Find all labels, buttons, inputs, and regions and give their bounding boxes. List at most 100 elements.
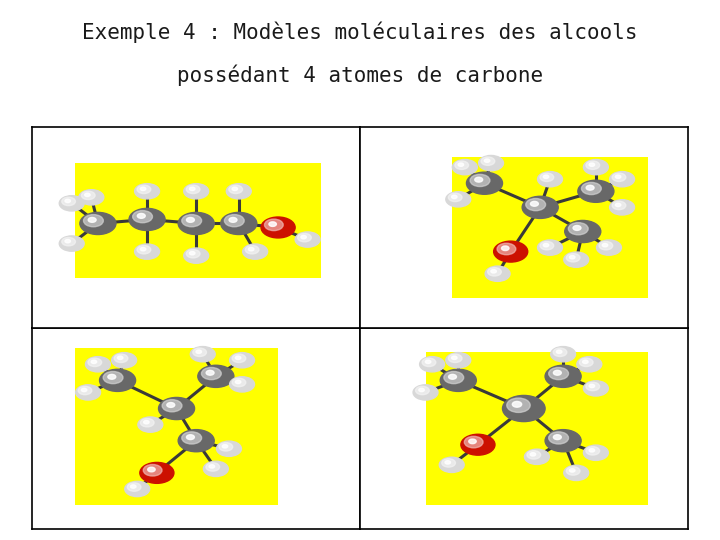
Circle shape [549,368,569,380]
Circle shape [445,461,451,464]
Circle shape [140,247,146,251]
Circle shape [88,358,102,367]
Circle shape [140,462,174,483]
Circle shape [545,430,581,452]
Circle shape [580,358,593,367]
Circle shape [544,175,549,178]
Circle shape [540,173,554,181]
Circle shape [583,381,608,396]
Circle shape [62,197,76,206]
Circle shape [513,401,522,407]
Circle shape [81,388,87,392]
Circle shape [612,201,626,210]
Circle shape [442,458,456,467]
Circle shape [184,248,209,264]
Circle shape [301,235,306,239]
Circle shape [178,212,215,234]
Circle shape [479,156,503,171]
Circle shape [186,435,194,440]
Circle shape [88,218,96,222]
Circle shape [422,358,436,367]
Circle shape [549,432,569,444]
Circle shape [557,350,562,354]
Circle shape [99,369,135,392]
Circle shape [554,370,562,375]
Circle shape [202,368,221,380]
Circle shape [135,184,160,199]
Circle shape [485,266,510,281]
Circle shape [570,255,575,259]
Circle shape [573,226,581,231]
Circle shape [582,183,601,194]
Circle shape [91,360,96,363]
Circle shape [507,398,530,413]
Circle shape [181,214,202,227]
Circle shape [78,386,92,395]
Circle shape [589,163,595,166]
Circle shape [464,436,483,448]
Circle shape [243,244,268,259]
Circle shape [564,220,600,242]
Circle shape [230,377,254,392]
Circle shape [570,469,575,472]
Circle shape [261,217,295,238]
Circle shape [502,246,509,251]
Circle shape [589,384,595,388]
Circle shape [449,193,462,201]
Circle shape [295,232,320,247]
Circle shape [451,195,457,199]
Circle shape [461,434,495,455]
Circle shape [137,246,150,254]
Circle shape [167,402,175,407]
Circle shape [140,187,146,191]
Circle shape [612,173,626,181]
Circle shape [616,175,621,178]
Circle shape [186,249,200,258]
Circle shape [544,244,549,247]
Circle shape [264,219,283,231]
Circle shape [444,372,464,383]
Circle shape [494,241,528,262]
Circle shape [269,222,276,226]
Circle shape [564,252,589,267]
Circle shape [84,214,104,227]
Circle shape [586,161,600,170]
Circle shape [193,348,207,356]
Circle shape [232,378,246,387]
Circle shape [527,451,541,459]
Circle shape [129,208,165,231]
Circle shape [586,382,600,390]
Circle shape [229,218,237,222]
Circle shape [59,195,84,211]
Circle shape [597,240,621,255]
Circle shape [59,236,84,251]
Circle shape [125,481,150,497]
Circle shape [85,193,90,197]
Circle shape [127,483,141,491]
Circle shape [449,354,462,362]
Circle shape [610,200,634,215]
Circle shape [221,212,257,234]
Circle shape [138,417,163,432]
Circle shape [217,441,241,456]
Circle shape [589,449,595,452]
Circle shape [235,380,240,383]
Circle shape [540,241,554,250]
Circle shape [235,356,240,360]
Circle shape [158,397,194,420]
Circle shape [419,388,424,392]
Circle shape [117,356,123,360]
Circle shape [189,187,195,191]
Circle shape [553,348,567,356]
Circle shape [80,212,116,234]
Circle shape [178,430,215,452]
Circle shape [578,180,614,202]
Circle shape [196,350,202,354]
Circle shape [204,461,228,476]
Circle shape [583,445,608,461]
Circle shape [65,199,71,202]
Bar [426,352,648,505]
Circle shape [225,214,244,227]
Circle shape [81,191,95,200]
Circle shape [79,190,104,205]
